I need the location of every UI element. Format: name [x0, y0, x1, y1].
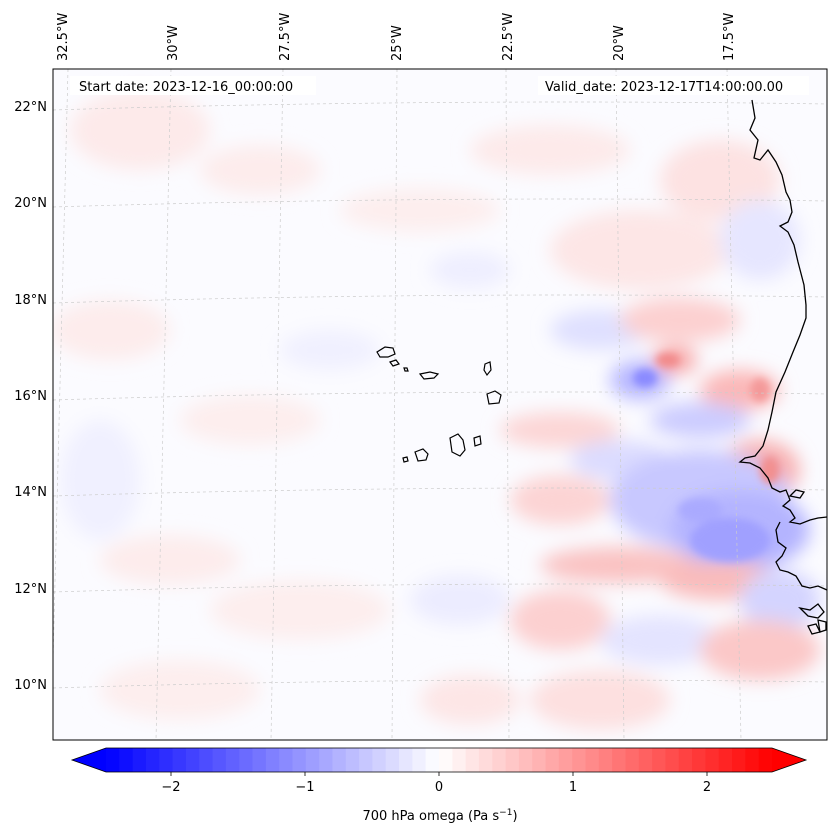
colorbar-step: [532, 748, 547, 772]
start-date-box: [70, 76, 316, 95]
lat-label-20n: 20°N: [14, 196, 47, 211]
colorbar-step: [518, 748, 533, 772]
start-date-label: Start date: 2023-12-16_00:00:00: [79, 80, 293, 95]
colorbar-step: [372, 748, 387, 772]
colorbar-step: [172, 748, 187, 772]
colorbar-step: [106, 748, 120, 772]
colorbar-step: [505, 748, 520, 772]
colorbar-step: [212, 748, 227, 772]
colorbar-step: [545, 748, 560, 772]
colorbar-extend-min: [72, 748, 106, 772]
colorbar-step: [478, 748, 493, 772]
colorbar-step: [439, 748, 453, 772]
colorbar-step: [265, 748, 280, 772]
omega-field: [53, 90, 820, 730]
colorbar-step: [692, 748, 706, 772]
colorbar-step: [412, 748, 427, 772]
colorbar-step: [572, 748, 587, 772]
valid-date-label: Valid_date: 2023-12-17T14:00:00.00: [545, 80, 783, 95]
lat-label-16n: 16°N: [14, 389, 47, 404]
longitude-labels: 32.5°W 30°W 27.5°W 25°W 22.5°W 20°W 17.5…: [56, 13, 737, 61]
colorbar-step: [625, 748, 640, 772]
colorbar: −2 −1 0 1 2 700 hPa omega (Pa s−1): [70, 747, 808, 824]
lon-label-32-5w: 32.5°W: [56, 13, 71, 61]
colorbar-step: [665, 748, 680, 772]
colorbar-step: [758, 748, 773, 772]
colorbar-steps: [72, 748, 806, 772]
colorbar-step: [425, 748, 440, 772]
colorbar-step: [332, 748, 347, 772]
colorbar-step: [399, 748, 413, 772]
colorbar-tick-1: 1: [569, 780, 577, 795]
colorbar-step: [385, 748, 400, 772]
colorbar-step: [252, 748, 267, 772]
colorbar-step: [612, 748, 626, 772]
lon-label-20w: 20°W: [612, 25, 627, 61]
colorbar-step: [465, 748, 480, 772]
colorbar-step: [199, 748, 214, 772]
omega-field-cores: [633, 353, 780, 562]
lon-label-30w: 30°W: [166, 25, 181, 61]
cape-verde-islands: [376, 346, 502, 463]
lat-label-12n: 12°N: [14, 582, 47, 597]
colorbar-step: [638, 748, 653, 772]
colorbar-step: [119, 748, 134, 772]
colorbar-step: [305, 748, 320, 772]
colorbar-step: [359, 748, 373, 772]
colorbar-label: 700 hPa omega (Pa s−1): [362, 808, 517, 824]
lon-label-22-5w: 22.5°W: [501, 13, 516, 61]
colorbar-step: [598, 748, 613, 772]
colorbar-step: [718, 748, 733, 772]
colorbar-outline: [70, 747, 808, 773]
colorbar-step: [132, 748, 147, 772]
colorbar-step: [185, 748, 200, 772]
latitude-labels: 22°N 20°N 18°N 16°N 14°N 12°N 10°N: [14, 100, 47, 693]
colorbar-step: [705, 748, 720, 772]
colorbar-step: [652, 748, 666, 772]
valid-date-box: [538, 76, 809, 95]
africa-coastline: [738, 99, 827, 635]
colorbar-step: [452, 748, 467, 772]
colorbar-step: [558, 748, 573, 772]
colorbar-step: [585, 748, 600, 772]
colorbar-tick-neg2: −2: [161, 780, 180, 795]
colorbar-step: [745, 748, 760, 772]
lat-label-18n: 18°N: [14, 293, 47, 308]
colorbar-step: [145, 748, 160, 772]
lon-label-17-5w: 17.5°W: [722, 13, 737, 61]
graticule: [53, 69, 827, 740]
lon-label-27-5w: 27.5°W: [278, 13, 293, 61]
colorbar-tick-neg1: −1: [295, 780, 314, 795]
colorbar-tick-2: 2: [703, 780, 711, 795]
lat-label-10n: 10°N: [14, 678, 47, 693]
colorbar-step: [225, 748, 240, 772]
lat-label-14n: 14°N: [14, 485, 47, 500]
colorbar-step: [292, 748, 307, 772]
colorbar-step: [239, 748, 254, 772]
lon-label-25w: 25°W: [390, 25, 405, 61]
colorbar-step: [678, 748, 693, 772]
lat-label-22n: 22°N: [14, 100, 47, 115]
colorbar-tick-0: 0: [435, 780, 443, 795]
colorbar-ticks: [170, 772, 708, 776]
colorbar-step: [279, 748, 293, 772]
map-plot-area: Start date: 2023-12-16_00:00:00 Valid_da…: [53, 69, 827, 740]
colorbar-extend-max: [772, 748, 806, 772]
map-frame: [52, 68, 828, 741]
colorbar-step: [732, 748, 746, 772]
colorbar-step: [319, 748, 333, 772]
colorbar-step: [492, 748, 507, 772]
colorbar-step: [345, 748, 360, 772]
colorbar-step: [159, 748, 174, 772]
